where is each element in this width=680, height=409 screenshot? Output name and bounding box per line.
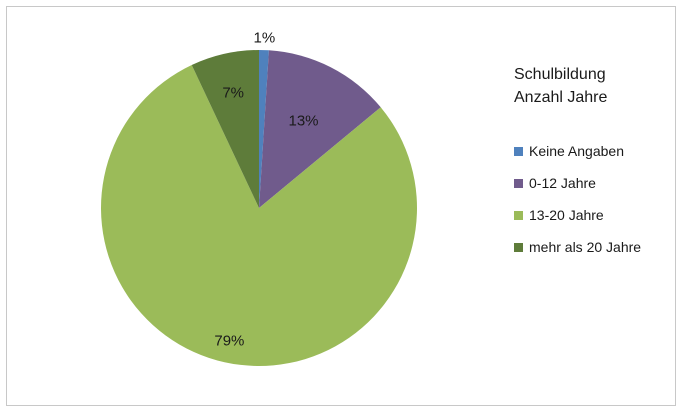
pie-slice-0-12-jahre	[259, 50, 381, 209]
legend-title: Schulbildung Anzahl Jahre	[514, 63, 674, 109]
legend-swatch	[514, 242, 523, 252]
pie-labels: 1% 13% 79% 7%	[214, 29, 318, 349]
legend-label: mehr als 20 Jahre	[529, 239, 642, 255]
slice-data-label: 7%	[222, 84, 244, 101]
slice-data-label: 79%	[214, 333, 244, 350]
legend: Schulbildung Anzahl Jahre Keine Angaben …	[514, 63, 674, 263]
slice-data-label: 13%	[288, 113, 318, 130]
legend-swatch	[514, 210, 523, 220]
legend-swatch	[514, 178, 523, 188]
legend-item-mehr-als-20-jahre: mehr als 20 Jahre	[514, 231, 674, 263]
pie-slice-keine-angaben	[259, 50, 269, 208]
legend-label: 13-20 Jahre	[529, 207, 604, 223]
pie-slice-mehr-als-20-jahre	[191, 50, 259, 208]
legend-label: Keine Angaben	[529, 143, 624, 159]
pie-slices	[100, 50, 417, 367]
legend-swatch	[514, 146, 523, 156]
legend-item-0-12-jahre: 0-12 Jahre	[514, 167, 674, 199]
pie-slice-13-20-jahre	[100, 65, 417, 367]
legend-title-line-1: Schulbildung	[514, 66, 606, 83]
slice-data-label: 1%	[254, 29, 276, 46]
legend-label: 0-12 Jahre	[529, 175, 596, 191]
legend-title-line-2: Anzahl Jahre	[514, 89, 608, 106]
legend-item-13-20-jahre: 13-20 Jahre	[514, 199, 674, 231]
legend-item-keine-angaben: Keine Angaben	[514, 135, 674, 167]
